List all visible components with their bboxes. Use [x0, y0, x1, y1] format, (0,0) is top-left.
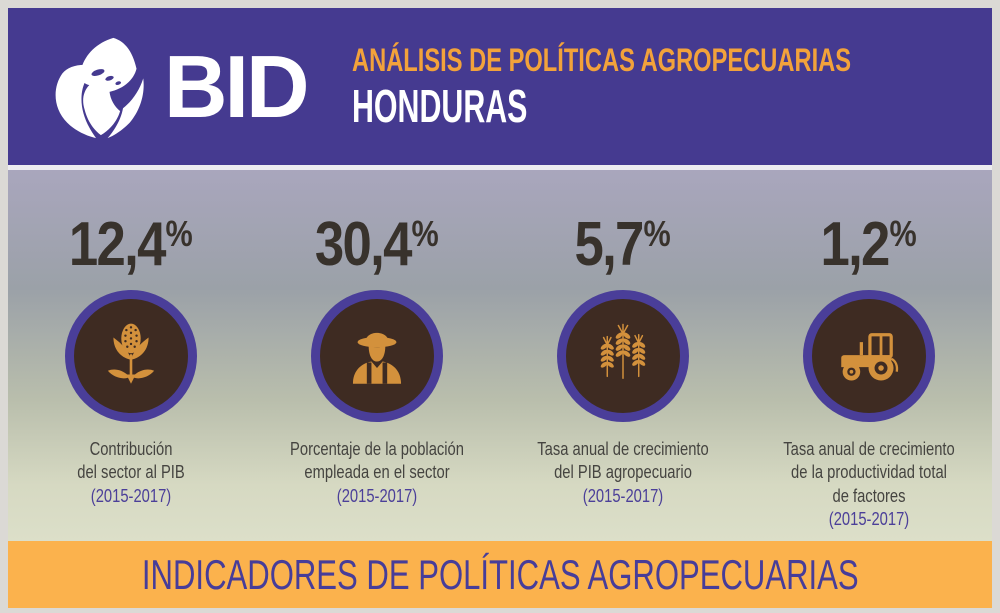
stat-icon-badge [803, 290, 935, 422]
stat-text: Porcentaje de la población empleada en el… [276, 438, 478, 508]
stat-column: 5,7% [500, 170, 746, 541]
footer-title: INDICADORES DE POLÍTICAS AGROPECUARIAS [141, 550, 859, 598]
stat-percent-sign: % [411, 213, 439, 254]
bid-globe-icon [55, 37, 144, 138]
stat-number: 12,4 [69, 210, 166, 279]
stat-column: 30,4% [254, 170, 500, 541]
stat-caption: Contribución del sector al PIB [77, 439, 185, 483]
stat-number: 5,7 [574, 210, 645, 279]
stat-icon-badge [65, 290, 197, 422]
bid-logo-text: BID [164, 36, 310, 136]
header-title: ANÁLISIS DE POLÍTICAS AGROPECUARIAS [351, 42, 851, 79]
stat-text: Contribución del sector al PIB (2015-2017… [30, 438, 232, 508]
stat-caption: Porcentaje de la población empleada en el… [290, 439, 464, 483]
stat-percent-sign: % [643, 213, 672, 254]
stat-column: 1,2% [746, 170, 992, 541]
header-separator [8, 165, 992, 170]
stat-value: 30,4% [254, 210, 500, 282]
stat-icon-badge [311, 290, 443, 422]
stat-percent-sign: % [165, 213, 193, 254]
stat-value: 5,7% [500, 210, 746, 282]
stat-period: (2015-2017) [90, 485, 172, 506]
wheat-icon [600, 323, 646, 379]
stat-value: 12,4% [8, 210, 254, 282]
stat-icon-badge [557, 290, 689, 422]
footer-band: INDICADORES DE POLÍTICAS AGROPECUARIAS [8, 541, 992, 608]
stat-period: (2015-2017) [828, 509, 910, 530]
header: BID ANÁLISIS DE POLÍTICAS AGROPECUARIAS … [8, 8, 992, 165]
stat-period: (2015-2017) [336, 485, 418, 506]
farmer-icon [352, 332, 402, 384]
stat-column: 12,4% [8, 170, 254, 541]
stats-section: 12,4% [8, 170, 992, 541]
stat-percent-sign: % [889, 213, 918, 254]
stat-caption: Tasa anual de crecimiento del PIB agropec… [537, 439, 709, 483]
stat-text: Tasa anual de crecimiento de la productiv… [768, 438, 970, 532]
stat-number: 1,2 [820, 210, 891, 279]
corn-icon [107, 323, 155, 384]
tractor-icon [841, 333, 899, 381]
stat-text: Tasa anual de crecimiento del PIB agropec… [522, 438, 724, 508]
stat-caption: Tasa anual de crecimiento de la productiv… [783, 439, 955, 506]
header-titles: ANÁLISIS DE POLÍTICAS AGROPECUARIAS HOND… [352, 44, 1000, 129]
stat-value: 1,2% [746, 210, 992, 282]
header-subtitle: HONDURAS [351, 79, 527, 132]
bid-logo: BID [44, 34, 310, 140]
stat-period: (2015-2017) [582, 485, 664, 506]
stat-number: 30,4 [315, 210, 412, 279]
